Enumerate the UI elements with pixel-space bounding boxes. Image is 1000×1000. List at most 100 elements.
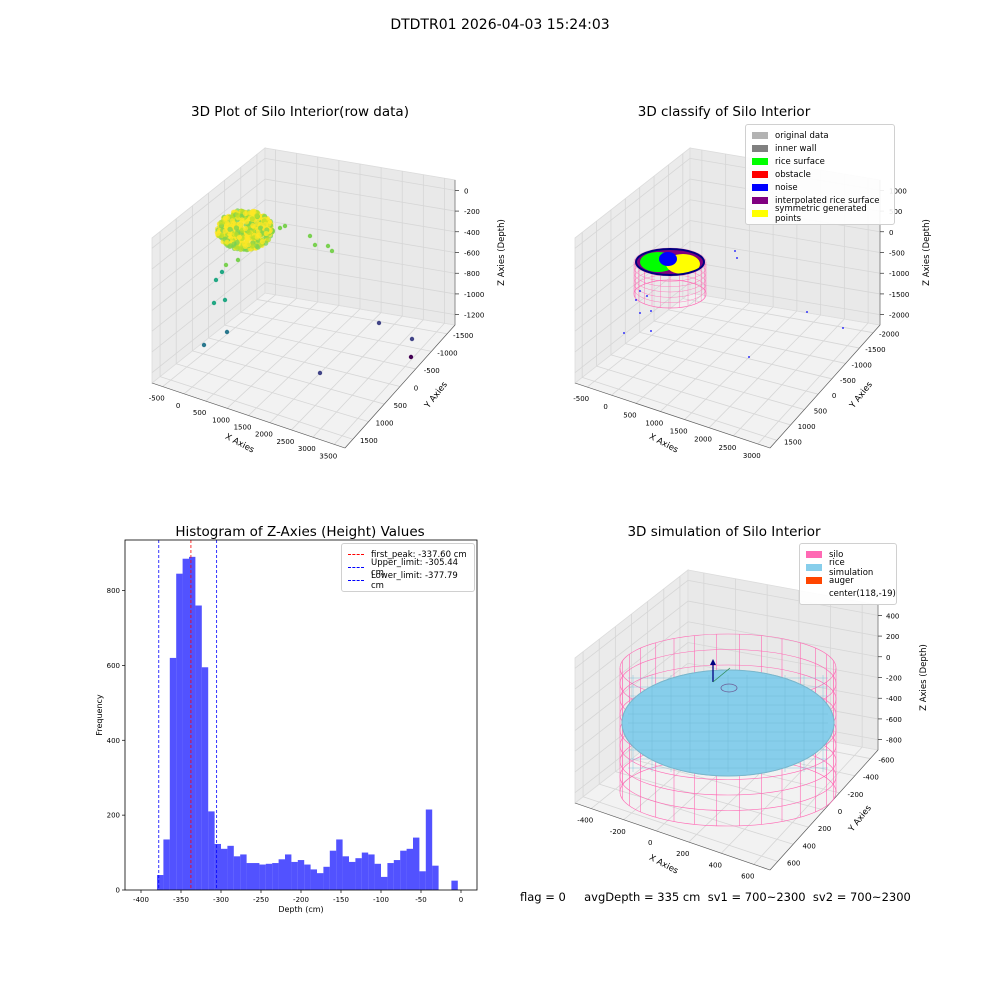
p2-zgrid-left	[574, 178, 691, 270]
p2-ztick-label: 1000	[889, 187, 907, 195]
p4-ztick-label: -400	[886, 695, 902, 703]
histogram-bar	[169, 657, 177, 890]
p1-point	[236, 234, 242, 240]
p1-point	[224, 220, 230, 226]
p4-ytick-label: 0	[838, 808, 842, 816]
p4-x-axis-line	[574, 802, 771, 871]
p1-point	[242, 211, 249, 217]
p4-ygrid	[599, 783, 794, 845]
legend-label: first_peak: -337.60 cm	[371, 549, 467, 560]
p1-point	[259, 239, 265, 245]
p2-zgrid	[689, 220, 881, 253]
histogram-bar	[355, 858, 362, 890]
histogram-bar	[233, 856, 241, 890]
histogram-xtick-label: -100	[373, 896, 389, 904]
p2-noise-point	[650, 330, 652, 332]
histogram-bar	[400, 850, 407, 890]
p4-zgrid	[687, 600, 879, 637]
p2-noise-point	[806, 311, 808, 313]
histogram-bar	[323, 866, 330, 890]
p1-ygrid	[208, 337, 401, 387]
histogram-bar	[285, 854, 292, 890]
p4-ytick-label: 200	[818, 825, 831, 833]
p2-noise-point	[639, 290, 641, 292]
histogram-xtick-label: -400	[133, 896, 149, 904]
histogram-bar	[297, 860, 305, 890]
histogram-bar	[182, 558, 189, 890]
p1-ygrid	[176, 363, 369, 423]
p2-xgrid	[660, 306, 774, 412]
p2-xgrid	[586, 294, 703, 388]
p1-point	[249, 243, 256, 249]
p1-point	[409, 336, 415, 342]
p2-xgrid	[757, 322, 869, 445]
p1-point	[235, 212, 241, 218]
p1-zgrid-left	[151, 261, 266, 353]
legend-line	[348, 567, 364, 568]
p2-ytick-label: -2000	[879, 331, 899, 339]
p2-zlabel: Z Axies (Depth)	[922, 219, 932, 286]
p1-point	[258, 225, 264, 231]
p1-xtick-label: 500	[193, 409, 206, 417]
p2-ytick-label: 0	[832, 392, 836, 400]
p4-center-mark	[720, 683, 738, 693]
p1-point	[254, 213, 260, 219]
histogram-bar	[425, 809, 433, 890]
p1-point	[282, 223, 288, 229]
p1-ztick-label: 0	[464, 187, 468, 195]
histogram-bar	[253, 863, 260, 890]
legend-label: Upper_limit: -305.44 cm	[371, 557, 459, 578]
p4-ytick-label: -600	[878, 757, 894, 765]
p2-noise-point	[748, 356, 750, 358]
p4-ztick-label: 200	[886, 633, 899, 641]
p1-ygrid	[192, 350, 385, 405]
p1-point	[239, 217, 245, 223]
histogram-bar	[451, 880, 458, 890]
p1-ytick-label: -1000	[437, 349, 457, 357]
p1-point	[238, 245, 244, 251]
histogram-bar	[208, 811, 215, 890]
histogram-xtick-label: -250	[253, 896, 269, 904]
p1-point	[219, 269, 225, 275]
histogram-xtick-label: -300	[213, 896, 229, 904]
legend-label: original data	[775, 130, 829, 141]
p4-zlabel: Z Axies (Depth)	[919, 644, 929, 711]
histogram-bar	[163, 839, 170, 890]
p1-point	[307, 233, 313, 239]
p2-noise-point	[639, 312, 641, 314]
panel4-legend: silo rice simulation auger center(118,-19)	[799, 543, 897, 605]
p2-ytick-label: -1500	[865, 346, 885, 354]
histogram-bar	[419, 871, 426, 890]
histogram-bar	[317, 873, 324, 890]
p1-point	[211, 300, 217, 306]
histogram-bar	[291, 861, 298, 890]
p2-xtick-label: 500	[623, 411, 636, 419]
histogram-bar	[406, 848, 413, 890]
legend-entry: inner wall	[752, 142, 888, 155]
histogram-bar	[214, 843, 221, 890]
p1-ytick-label: 500	[394, 402, 407, 410]
p2-zgrid-left	[574, 158, 691, 249]
p1-point	[249, 216, 255, 222]
p2-noise-point	[646, 295, 648, 297]
p1-point	[213, 277, 219, 283]
histogram-xtick-label: 0	[459, 896, 463, 904]
p2-xgrid	[635, 302, 750, 404]
histogram-xlabel: Depth (cm)	[278, 905, 323, 914]
p1-point	[277, 225, 283, 231]
p4-y-axis-line	[769, 749, 879, 871]
histogram-bar	[374, 863, 381, 890]
legend-line	[348, 580, 364, 581]
p2-xtick-label: 0	[603, 403, 607, 411]
histogram-bar	[304, 864, 311, 890]
legend-entry: first_peak: -337.60 cm	[348, 548, 468, 561]
p1-point	[256, 232, 262, 238]
legend-entry: center(118,-19)	[806, 587, 896, 600]
histogram-bar	[329, 850, 337, 890]
p2-xtick-label: 1000	[645, 419, 663, 427]
legend-label: auger	[829, 575, 854, 586]
p1-ygrid	[159, 376, 353, 440]
legend-label: Lower_limit: -377.79 cm	[371, 570, 458, 591]
